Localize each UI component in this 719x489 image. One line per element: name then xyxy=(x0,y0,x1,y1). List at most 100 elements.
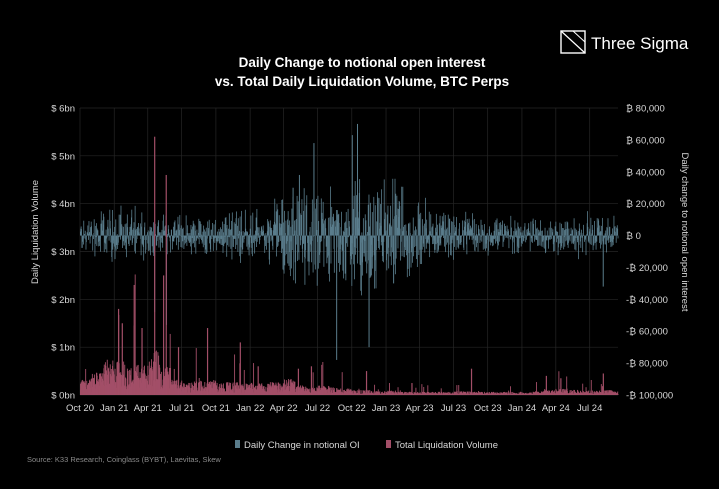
oi-bar xyxy=(337,214,339,236)
oi-bar xyxy=(573,218,575,236)
oi-bar xyxy=(257,227,259,236)
liquidation-bar xyxy=(224,388,225,395)
oi-bar xyxy=(299,213,301,236)
liquidation-bar xyxy=(369,389,371,395)
liquidation-bar xyxy=(352,390,354,395)
oi-bar xyxy=(211,235,213,240)
oi-bar xyxy=(302,235,304,244)
oi-bar xyxy=(399,228,401,236)
liquidation-bar xyxy=(185,384,187,395)
oi-bar xyxy=(360,235,362,291)
oi-bar xyxy=(405,235,406,251)
oi-bar xyxy=(549,235,551,240)
oi-bar xyxy=(430,214,432,236)
liquidation-bar xyxy=(340,388,342,395)
oi-bar xyxy=(93,235,94,239)
oi-bar xyxy=(339,235,340,272)
oi-bar xyxy=(229,235,231,238)
x-axis-tick-label: Oct 20 xyxy=(66,403,94,414)
liquidation-bar xyxy=(498,392,500,395)
oi-bar xyxy=(346,235,348,244)
oi-bar xyxy=(233,235,235,240)
oi-bar xyxy=(564,221,566,236)
oi-bar xyxy=(367,204,369,236)
oi-bar xyxy=(508,235,510,249)
oi-bar xyxy=(103,216,105,236)
liquidation-bar xyxy=(405,391,406,395)
oi-bar xyxy=(561,223,562,236)
liquidation-bar xyxy=(553,391,555,395)
oi-bar xyxy=(488,235,489,251)
oi-bar xyxy=(470,225,471,236)
liquidation-bar xyxy=(449,392,451,395)
oi-bar xyxy=(266,235,268,238)
oi-bar xyxy=(446,227,448,236)
oi-bar xyxy=(172,235,174,242)
liquidation-bar xyxy=(432,391,434,395)
liquidation-bar xyxy=(260,384,262,395)
liquidation-bar xyxy=(134,274,136,395)
oi-bar xyxy=(546,235,548,241)
x-axis-tick-label: Jul 24 xyxy=(577,403,602,414)
oi-bar xyxy=(424,235,426,240)
oi-bar xyxy=(505,226,506,236)
oi-bar xyxy=(502,235,504,247)
oi-bar xyxy=(294,230,296,236)
liquidation-bar xyxy=(462,391,464,395)
oi-bar xyxy=(461,235,463,237)
oi-bar xyxy=(129,226,131,236)
oi-bar xyxy=(377,197,379,236)
oi-bar xyxy=(387,235,388,254)
liquidation-bar xyxy=(221,384,223,395)
oi-bar xyxy=(276,204,278,236)
oi-bar xyxy=(342,230,344,236)
oi-bar xyxy=(282,222,284,236)
oi-bar xyxy=(320,235,321,243)
oi-bar xyxy=(390,205,391,236)
oi-bar xyxy=(253,234,255,236)
oi-bar xyxy=(178,235,180,243)
oi-bar xyxy=(486,233,488,236)
liquidation-bar xyxy=(196,387,198,395)
liquidation-bar xyxy=(531,392,533,395)
oi-bar xyxy=(412,217,414,236)
oi-bar xyxy=(325,228,327,236)
oi-bar xyxy=(409,233,411,236)
oi-bar xyxy=(380,235,382,246)
oi-bar xyxy=(443,229,445,236)
oi-bar xyxy=(410,235,412,268)
oi-bar xyxy=(288,235,290,252)
oi-spike-bar xyxy=(357,123,358,236)
liquidation-bar xyxy=(530,392,532,395)
oi-bar xyxy=(295,235,296,284)
oi-bar xyxy=(564,230,565,236)
oi-bar xyxy=(231,212,233,236)
oi-bar xyxy=(223,235,225,247)
oi-bar xyxy=(199,220,200,236)
oi-bar xyxy=(151,227,152,236)
liquidation-bar xyxy=(108,367,110,395)
oi-bar xyxy=(158,220,159,236)
oi-bar xyxy=(160,235,161,252)
liquidation-bar xyxy=(406,392,408,395)
liquidation-bar xyxy=(198,382,199,395)
liquidation-spike-bar xyxy=(117,308,120,395)
oi-bar xyxy=(187,235,189,241)
oi-bar xyxy=(372,235,374,269)
oi-bar xyxy=(195,235,197,254)
liquidation-spike-bar xyxy=(411,383,413,395)
oi-bar xyxy=(322,201,324,236)
liquidation-bar xyxy=(316,388,318,395)
oi-bar xyxy=(223,224,225,236)
liquidation-bar xyxy=(361,390,363,395)
oi-bar xyxy=(522,230,524,236)
oi-bar xyxy=(415,226,416,236)
liquidation-bar xyxy=(566,376,568,395)
oi-bar xyxy=(147,230,149,236)
oi-bar xyxy=(143,235,145,261)
oi-bar xyxy=(202,235,203,242)
oi-bar xyxy=(136,235,138,240)
oi-bar xyxy=(264,235,266,253)
oi-bar xyxy=(107,219,109,236)
liquidation-bar xyxy=(587,391,589,395)
